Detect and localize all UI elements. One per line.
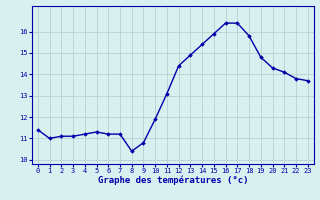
X-axis label: Graphe des températures (°c): Graphe des températures (°c) [98,176,248,185]
